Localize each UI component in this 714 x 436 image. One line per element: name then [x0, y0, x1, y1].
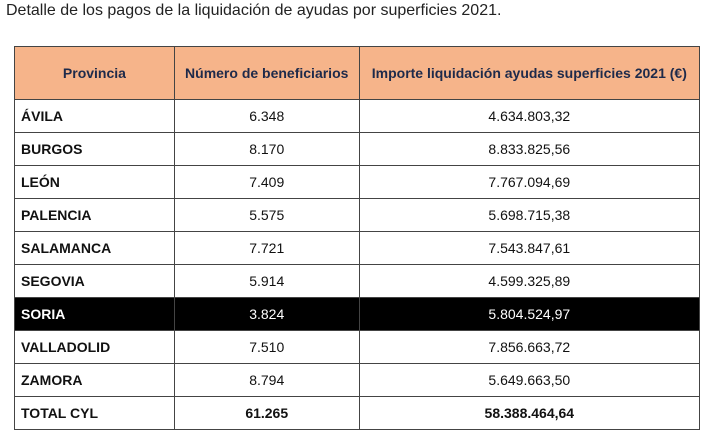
- value-cell: 5.649.663,50: [358, 363, 701, 397]
- header-cell: Provincia: [14, 46, 175, 100]
- table-row: TOTAL CYL 61.265 58.388.464,64: [14, 396, 701, 430]
- table-row: SALAMANCA 7.721 7.543.847,61: [14, 231, 701, 265]
- value-cell: 5.575: [173, 198, 360, 232]
- value-cell: 7.543.847,61: [358, 231, 701, 265]
- header-row: Provincia Número de beneficiarios Importe …: [14, 46, 701, 100]
- province-cell: BURGOS: [14, 132, 175, 166]
- table-row: SORIA 3.824 5.804.524,97: [14, 297, 701, 331]
- value-cell: 61.265: [173, 396, 360, 430]
- table-row: ZAMORA 8.794 5.649.663,50: [14, 363, 701, 397]
- value-cell: 7.856.663,72: [358, 330, 701, 364]
- value-cell: 6.348: [173, 99, 360, 133]
- value-cell: 8.794: [173, 363, 360, 397]
- province-cell: LEÓN: [14, 165, 175, 199]
- value-cell: 8.833.825,56: [358, 132, 701, 166]
- table-row: LEÓN 7.409 7.767.094,69: [14, 165, 701, 199]
- header-cell: Importe liquidación ayudas superficies 2…: [358, 46, 701, 100]
- province-cell: PALENCIA: [14, 198, 175, 232]
- province-cell: VALLADOLID: [14, 330, 175, 364]
- value-cell: 58.388.464,64: [358, 396, 701, 430]
- value-cell: 4.634.803,32: [358, 99, 701, 133]
- page-title: Detalle de los pagos de la liquidación d…: [6, 2, 502, 19]
- table-row: BURGOS 8.170 8.833.825,56: [14, 132, 701, 166]
- province-cell: TOTAL CYL: [14, 396, 175, 430]
- value-cell: 5.804.524,97: [358, 297, 701, 331]
- value-cell: 5.698.715,38: [358, 198, 701, 232]
- value-cell: 7.721: [173, 231, 360, 265]
- value-cell: 7.409: [173, 165, 360, 199]
- table-row: ÁVILA 6.348 4.634.803,32: [14, 99, 701, 133]
- value-cell: 7.510: [173, 330, 360, 364]
- province-cell: SORIA: [14, 297, 175, 331]
- province-cell: ÁVILA: [14, 99, 175, 133]
- value-cell: 8.170: [173, 132, 360, 166]
- value-cell: 7.767.094,69: [358, 165, 701, 199]
- province-cell: SALAMANCA: [14, 231, 175, 265]
- table-row: VALLADOLID 7.510 7.856.663,72: [14, 330, 701, 364]
- value-cell: 4.599.325,89: [358, 264, 701, 298]
- payments-table: Provincia Número de beneficiarios Importe …: [14, 46, 701, 430]
- table-row: PALENCIA 5.575 5.698.715,38: [14, 198, 701, 232]
- value-cell: 3.824: [173, 297, 360, 331]
- value-cell: 5.914: [173, 264, 360, 298]
- province-cell: SEGOVIA: [14, 264, 175, 298]
- header-cell: Número de beneficiarios: [173, 46, 360, 100]
- table-row: SEGOVIA 5.914 4.599.325,89: [14, 264, 701, 298]
- province-cell: ZAMORA: [14, 363, 175, 397]
